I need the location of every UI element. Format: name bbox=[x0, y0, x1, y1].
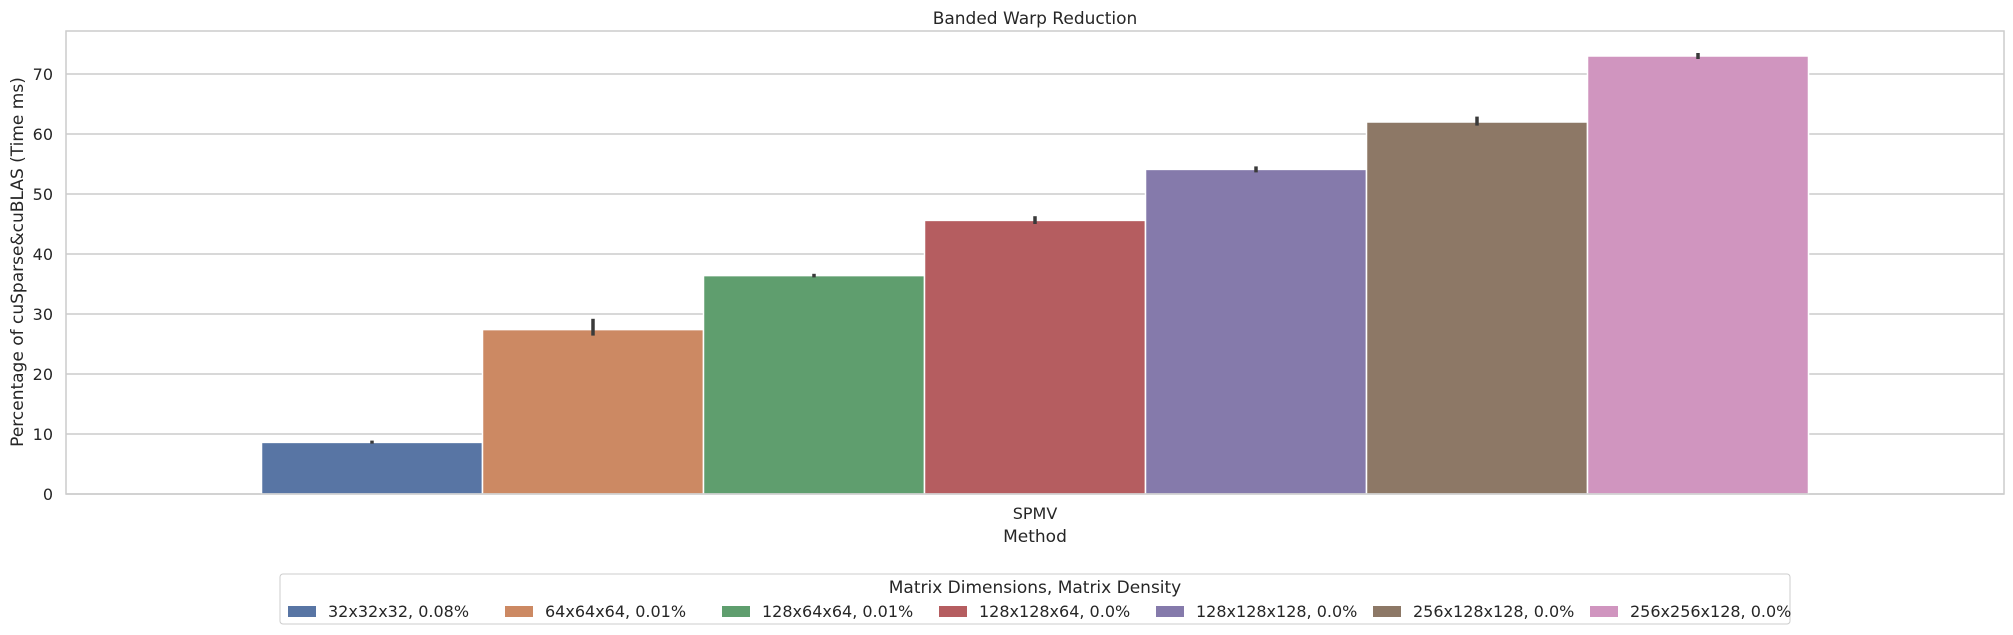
bar bbox=[702, 274, 926, 495]
y-tick-label: 0 bbox=[43, 485, 53, 504]
legend-label: 128x64x64, 0.01% bbox=[762, 602, 913, 621]
plot-frame bbox=[65, 30, 2005, 495]
legend-box bbox=[279, 573, 1791, 625]
legend-swatch bbox=[505, 606, 533, 617]
legend-label: 64x64x64, 0.01% bbox=[545, 602, 686, 621]
bar bbox=[481, 328, 705, 495]
bar bbox=[1365, 121, 1589, 495]
legend-swatch bbox=[722, 606, 750, 617]
error-bars bbox=[370, 53, 1700, 444]
bars bbox=[260, 55, 1810, 495]
y-tick-label: 50 bbox=[33, 185, 53, 204]
x-tick-label: SPMV bbox=[1013, 504, 1058, 523]
bar bbox=[1144, 168, 1368, 495]
bar bbox=[260, 441, 484, 495]
legend: Matrix Dimensions, Matrix Density 32x32x… bbox=[279, 573, 1791, 625]
legend-label: 256x128x128, 0.0% bbox=[1413, 602, 1574, 621]
y-tick-label: 20 bbox=[33, 365, 53, 384]
legend-swatch bbox=[1590, 606, 1618, 617]
legend-label: 128x128x64, 0.0% bbox=[979, 602, 1130, 621]
legend-label: 32x32x32, 0.08% bbox=[328, 602, 469, 621]
legend-title: Matrix Dimensions, Matrix Density bbox=[889, 578, 1182, 598]
legend-swatch bbox=[288, 606, 316, 617]
y-tick-label: 60 bbox=[33, 125, 53, 144]
x-tick-labels: SPMV bbox=[1013, 504, 1058, 523]
y-tick-label: 10 bbox=[33, 425, 53, 444]
bar bbox=[1586, 55, 1810, 495]
y-tick-label: 40 bbox=[33, 245, 53, 264]
y-tick-label: 30 bbox=[33, 305, 53, 324]
legend-swatch bbox=[939, 606, 967, 617]
y-axis-label: Percentage of cuSparse&cuBLAS (Time ms) bbox=[8, 77, 28, 447]
chart-title: Banded Warp Reduction bbox=[933, 9, 1138, 29]
y-tick-label: 70 bbox=[33, 65, 53, 84]
legend-swatch bbox=[1156, 606, 1184, 617]
legend-swatch bbox=[1373, 606, 1401, 617]
x-axis-label: Method bbox=[1003, 527, 1067, 547]
legend-items: 32x32x32, 0.08% 64x64x64, 0.01% 128x64x64,… bbox=[288, 602, 1791, 621]
y-tick-labels: 0 10 20 30 40 50 60 70 bbox=[33, 65, 53, 504]
legend-label: 256x256x128, 0.0% bbox=[1630, 602, 1791, 621]
legend-label: 128x128x128, 0.0% bbox=[1196, 602, 1357, 621]
bar bbox=[923, 219, 1147, 495]
